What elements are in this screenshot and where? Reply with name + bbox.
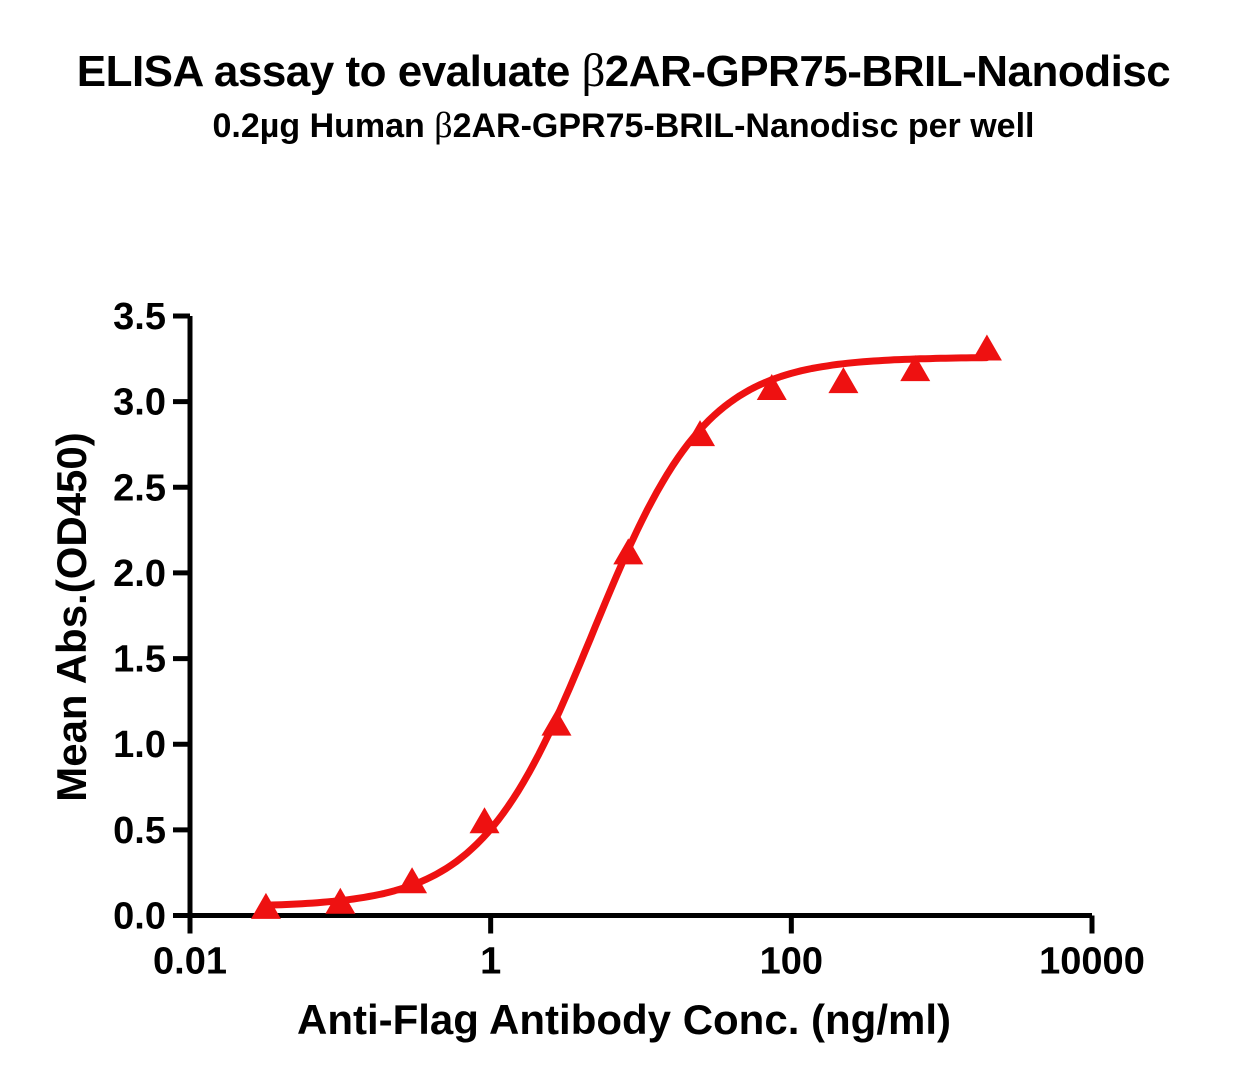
chart-subtitle-prefix: 0.2µg Human	[212, 107, 435, 145]
data-point-marker	[828, 367, 859, 394]
fit-curve	[262, 354, 991, 909]
data-point-marker	[541, 709, 572, 736]
x-tick-label: 0.01	[153, 941, 227, 983]
y-tick-label: 1.0	[113, 724, 166, 766]
data-point-marker	[613, 538, 644, 565]
chart-subtitle: 0.2µg Human β2AR-GPR75-BRIL-Nanodisc per…	[0, 104, 1247, 146]
data-point-marker	[756, 373, 787, 400]
y-axis-title: Mean Abs.(OD450)	[48, 432, 95, 802]
x-axis-title: Anti-Flag Antibody Conc. (ng/ml)	[296, 996, 951, 1043]
beta-glyph: β	[581, 45, 606, 97]
axis-spine	[187, 316, 1092, 918]
beta-glyph: β	[434, 105, 453, 145]
chart-title-suffix: 2AR-GPR75-BRIL-Nanodisc	[604, 47, 1171, 96]
x-tick-label: 10000	[1039, 941, 1145, 983]
y-tick-label: 0.5	[113, 810, 166, 852]
x-tick-label: 100	[760, 941, 823, 983]
data-point-marker	[971, 334, 1002, 361]
data-point-marker	[900, 355, 931, 382]
data-point-marker	[325, 887, 356, 914]
data-point-marker	[685, 420, 716, 447]
y-tick-label: 2.5	[113, 467, 166, 509]
data-point-marker	[469, 807, 500, 834]
y-tick-label: 1.5	[113, 639, 166, 681]
x-tick-label: 1	[480, 941, 501, 983]
data-point-marker	[397, 867, 428, 894]
y-tick-label: 3.0	[113, 382, 166, 424]
chart-subtitle-suffix: 2AR-GPR75-BRIL-Nanodisc per well	[452, 107, 1035, 145]
y-tick-label: 2.0	[113, 553, 166, 595]
data-point-marker	[250, 892, 281, 919]
chart-title: ELISA assay to evaluate β2AR-GPR75-BRIL-…	[0, 44, 1247, 98]
y-tick-label: 3.5	[113, 296, 166, 338]
chart-title-prefix: ELISA assay to evaluate	[76, 47, 582, 96]
y-tick-label: 0.0	[113, 896, 166, 938]
